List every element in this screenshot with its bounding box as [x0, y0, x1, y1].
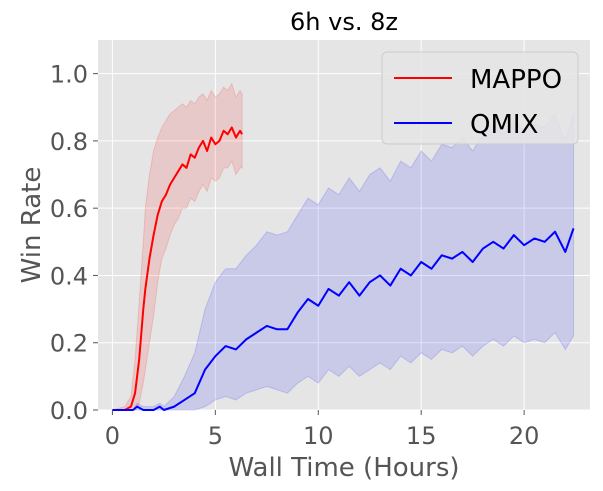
legend-label-mappo: MAPPO — [470, 65, 562, 95]
y-axis-label: Win Rate — [17, 167, 47, 284]
x-tick-label: 0 — [105, 422, 120, 450]
y-tick-label: 0.4 — [50, 262, 88, 290]
confidence-bands — [112, 82, 575, 411]
legend: MAPPO QMIX — [381, 51, 579, 145]
y-tick-label: 0.2 — [50, 330, 88, 358]
legend-box — [381, 51, 579, 145]
band-qmix — [112, 112, 575, 411]
x-tick-label: 10 — [303, 422, 334, 450]
series-lines — [112, 126, 575, 411]
x-tick-label: 20 — [509, 422, 540, 450]
x-axis-label: Wall Time (Hours) — [228, 453, 459, 483]
y-tick-label: 0.8 — [50, 128, 88, 156]
legend-label-qmix: QMIX — [470, 110, 538, 140]
y-tick-label: 0.0 — [50, 397, 88, 425]
x-tick-label: 15 — [406, 422, 437, 450]
x-tick-label: 5 — [208, 422, 223, 450]
series-line-mappo — [112, 126, 243, 411]
band-mappo — [112, 82, 243, 411]
y-tick-label: 0.6 — [50, 195, 88, 223]
axis-ticks: 0 5 10 15 20 0.0 0.2 0.4 0.6 0.8 1.0 — [50, 61, 540, 450]
y-tick-label: 1.0 — [50, 61, 88, 89]
series-line-qmix — [112, 228, 575, 411]
chart-title: 6h vs. 8z — [290, 8, 398, 36]
